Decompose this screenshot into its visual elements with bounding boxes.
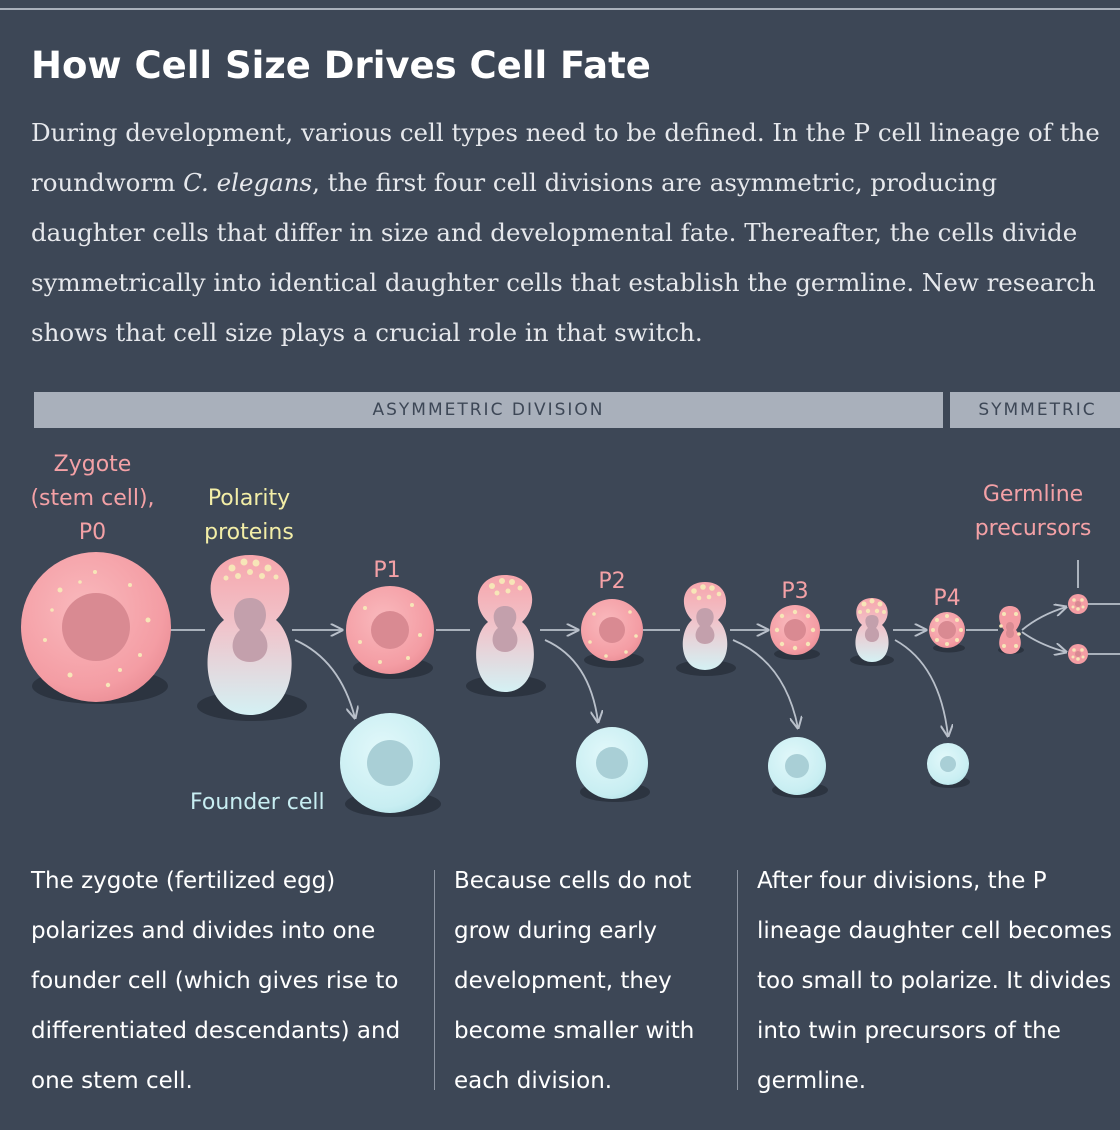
- p3-cell: [770, 605, 820, 660]
- zygote-cell: [21, 552, 171, 704]
- caption-size: Because cells do not grow during early d…: [454, 868, 695, 1094]
- founder-cell-2: [576, 727, 650, 802]
- species-name: C. elegans: [183, 168, 313, 197]
- dividing-p1-cell: [466, 575, 546, 697]
- germline-precursors-label: Germline precursors: [974, 482, 1092, 541]
- p1-label: P1: [373, 558, 401, 583]
- founder-cell-label: Founder cell: [190, 790, 325, 815]
- intro-text-1: During development, various cell types n…: [31, 118, 1100, 197]
- germline-precursor-1: [1068, 594, 1088, 614]
- dividing-p4-cell: [998, 606, 1024, 654]
- dividing-p0-cell: [197, 555, 307, 721]
- polarity-proteins-label: Polarity proteins: [204, 486, 294, 545]
- zygote-label: Zygote (stem cell), P0: [30, 452, 155, 545]
- founder-cell-1: [340, 713, 441, 817]
- p4-label: P4: [933, 586, 961, 611]
- asymmetric-division-bar: ASYMMETRIC DIVISION: [34, 392, 943, 428]
- top-rule: [0, 8, 1120, 10]
- p3-label: P3: [781, 579, 809, 604]
- intro-text-2: , the first four cell divisions are asym…: [31, 168, 1096, 347]
- caption-divider-2: [737, 870, 738, 1090]
- symmetric-division-bar: SYMMETRIC: [950, 392, 1120, 428]
- founder-cell-3: [768, 737, 828, 798]
- germline-precursor-2: [1068, 644, 1088, 664]
- page-title: How Cell Size Drives Cell Fate: [31, 44, 651, 87]
- intro-paragraph: During development, various cell types n…: [31, 108, 1111, 358]
- founder-cell-4: [927, 743, 970, 788]
- p2-label: P2: [598, 569, 626, 594]
- asymmetric-division-label: ASYMMETRIC DIVISION: [372, 400, 605, 420]
- caption-germline: After four divisions, the P lineage daug…: [757, 868, 1112, 1094]
- caption-zygote: The zygote (fertilized egg) polarizes an…: [31, 868, 401, 1094]
- symmetric-division-label: SYMMETRIC: [978, 400, 1097, 420]
- p2-cell: [581, 599, 644, 668]
- p4-cell: [929, 612, 965, 653]
- caption-divider-1: [434, 870, 435, 1090]
- dividing-p2-cell: [676, 582, 736, 676]
- dividing-p3-cell: [850, 598, 894, 666]
- lineage-arrows: [170, 560, 1120, 736]
- p1-cell: [346, 586, 434, 679]
